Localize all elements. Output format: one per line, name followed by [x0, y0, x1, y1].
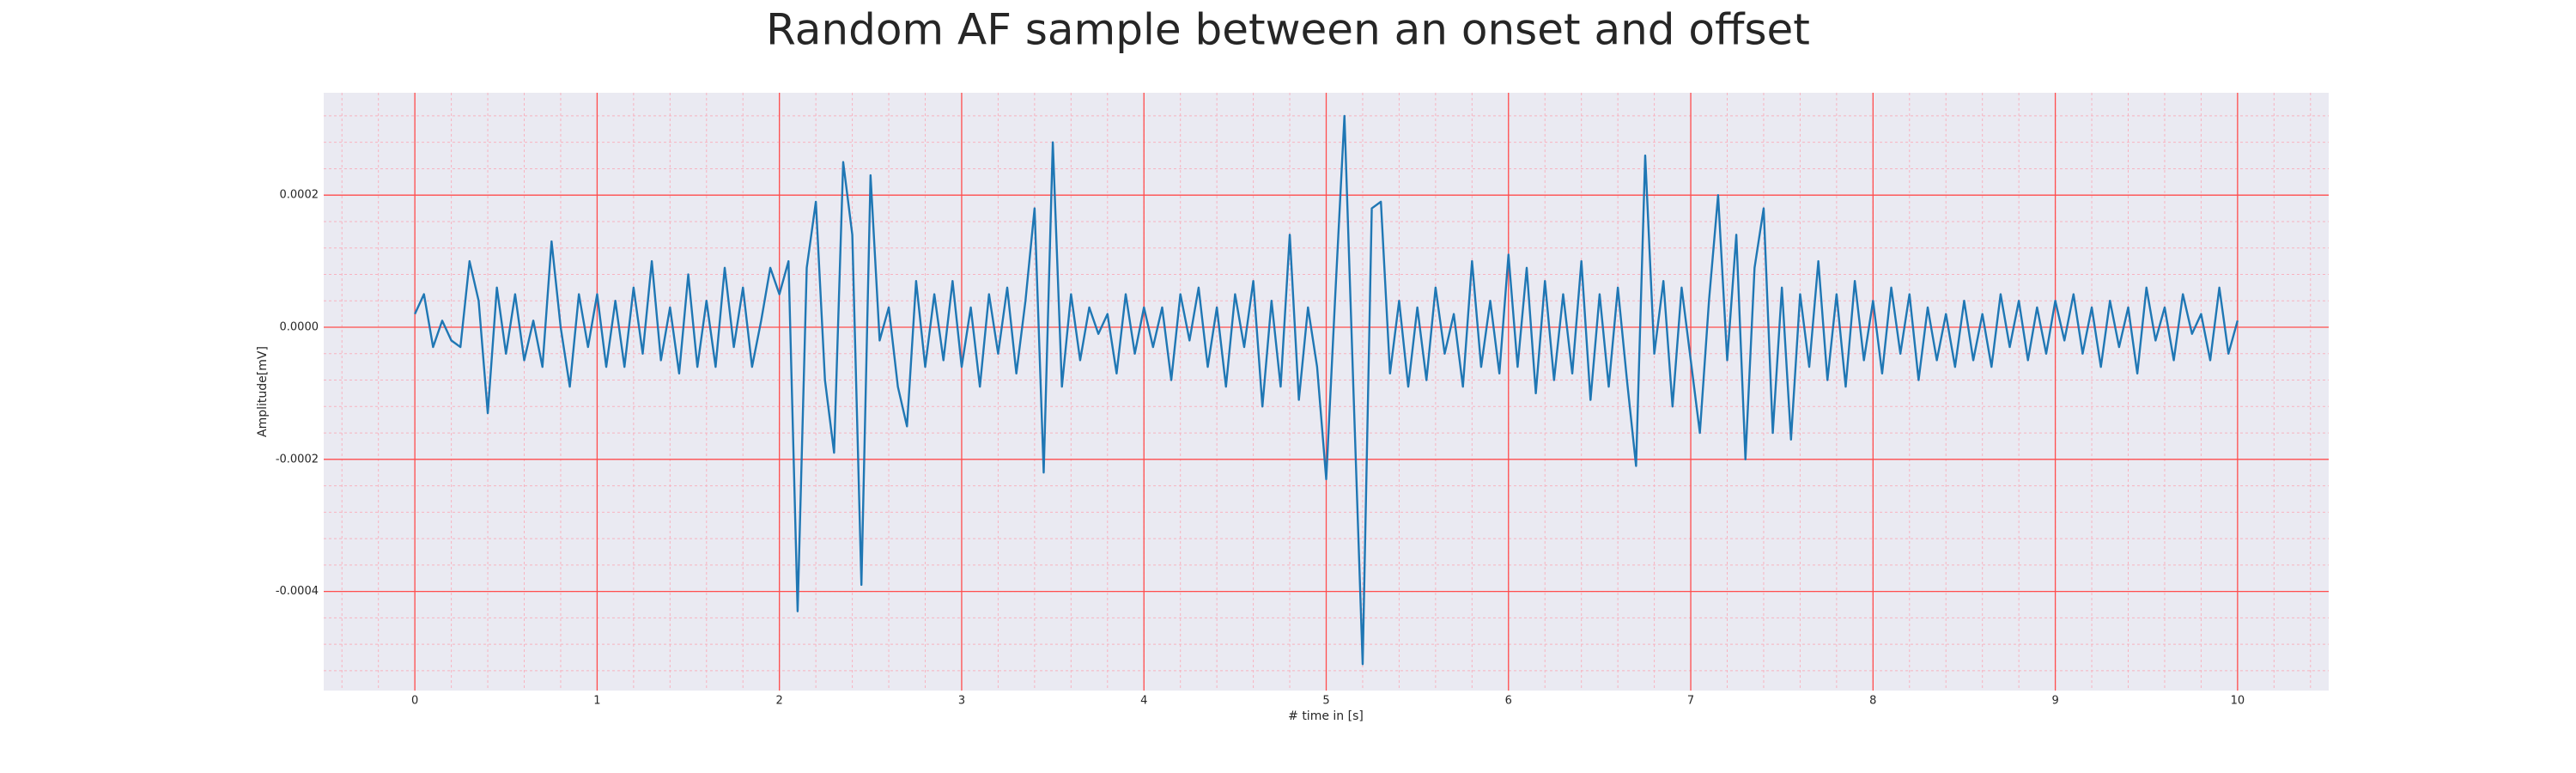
signal-line [414, 114, 2239, 666]
marks [414, 114, 2239, 666]
y-tick-label: 0.0002 [280, 189, 319, 202]
x-tick-label: 6 [1505, 695, 1512, 708]
x-tick-label: 10 [2231, 695, 2245, 708]
x-tick-label: 8 [1869, 695, 1876, 708]
x-tick-label: 5 [1322, 695, 1329, 708]
x-tick-label: 9 [2051, 695, 2058, 708]
y-axis-label: Amplitude[mV] [256, 346, 270, 437]
x-tick-label: 4 [1140, 695, 1147, 708]
x-tick-label: 0 [411, 695, 418, 708]
x-axis-label: # time in [s] [1288, 709, 1364, 723]
y-tick-label: -0.0004 [276, 585, 319, 598]
x-tick-label: 7 [1687, 695, 1694, 708]
x-tick-label: 1 [593, 695, 600, 708]
x-tick-label: 3 [958, 695, 965, 708]
x-tick-label: 2 [776, 695, 783, 708]
y-tick-label: -0.0002 [276, 453, 319, 466]
y-tick-label: 0.0000 [280, 321, 319, 334]
chart-title: Random AF sample between an onset and of… [766, 5, 1810, 55]
